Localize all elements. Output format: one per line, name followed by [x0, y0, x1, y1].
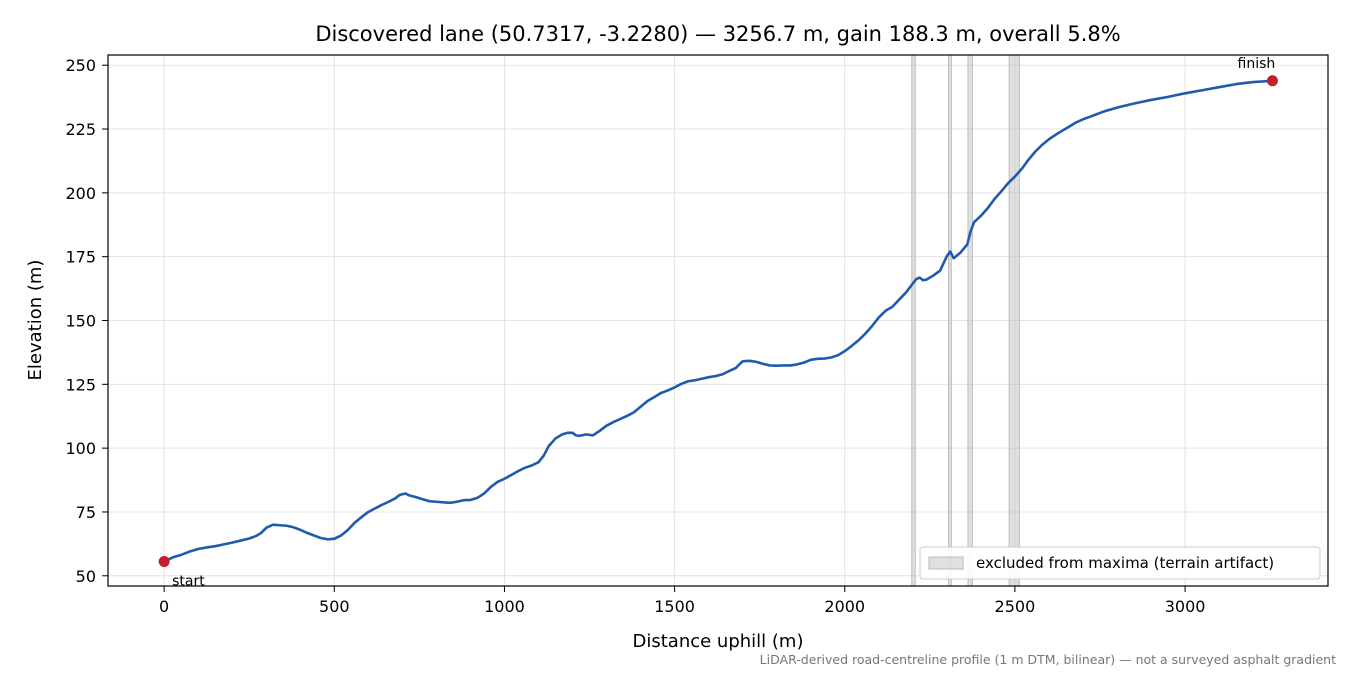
excluded-band — [967, 54, 973, 587]
legend-label: excluded from maxima (terrain artifact) — [976, 554, 1274, 572]
gridlines — [108, 55, 1328, 586]
y-tick-label: 200 — [65, 184, 96, 203]
series-layer — [162, 79, 1274, 563]
y-tick-label: 150 — [65, 312, 96, 331]
y-tick-label: 75 — [76, 503, 96, 522]
legend: excluded from maxima (terrain artifact) — [919, 546, 1321, 580]
chart-title: Discovered lane (50.7317, -3.2280) — 325… — [315, 22, 1120, 46]
footnote: LiDAR-derived road-centreline profile (1… — [759, 652, 1336, 667]
marker-finish — [1266, 75, 1278, 87]
marker-label-finish: finish — [1238, 56, 1276, 72]
x-axis-label: Distance uphill (m) — [633, 631, 804, 652]
x-tick-label: 1500 — [654, 597, 695, 616]
y-axis-ticks: 50 75 100 125 150 175 200 225 250 — [65, 56, 108, 586]
x-axis-ticks: 0 500 1000 1500 2000 2500 3000 — [159, 586, 1205, 616]
y-tick-label: 125 — [65, 375, 96, 394]
x-tick-label: 2500 — [995, 597, 1036, 616]
x-tick-label: 2000 — [824, 597, 865, 616]
y-tick-label: 50 — [76, 567, 96, 586]
excluded-band — [1008, 54, 1020, 587]
elevation-line — [162, 79, 1274, 563]
x-tick-label: 3000 — [1165, 597, 1206, 616]
x-tick-label: 1000 — [484, 597, 525, 616]
legend-swatch — [928, 556, 964, 570]
y-tick-label: 250 — [65, 56, 96, 75]
y-tick-label: 100 — [65, 439, 96, 458]
marker-label-start: start — [172, 573, 205, 589]
y-tick-label: 175 — [65, 248, 96, 267]
y-axis-label: Elevation (m) — [25, 260, 46, 381]
x-tick-label: 500 — [319, 597, 350, 616]
x-tick-label: 0 — [159, 597, 169, 616]
legend-box — [919, 546, 1321, 580]
marker-start — [158, 555, 170, 567]
y-tick-label: 225 — [65, 120, 96, 139]
excluded-band — [948, 54, 952, 587]
excluded-band — [911, 54, 916, 587]
